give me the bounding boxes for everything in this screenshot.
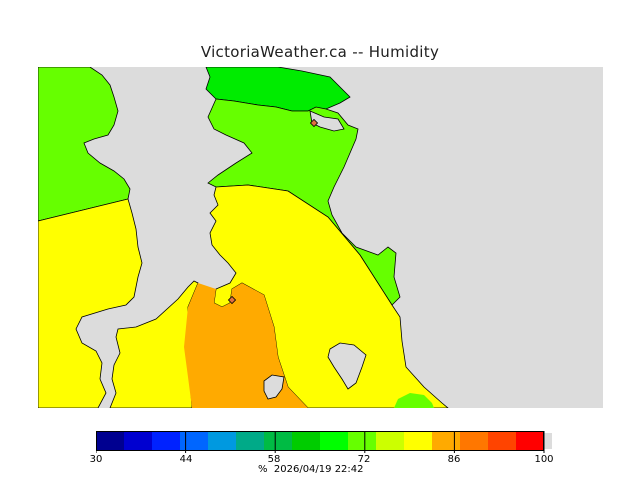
colorbar-cell	[208, 431, 236, 451]
colorbar-cell	[292, 431, 320, 451]
island-small	[263, 374, 285, 400]
colorbar-cell	[236, 431, 264, 451]
colorbar-cell	[488, 431, 516, 451]
tick-label-72: 72	[357, 454, 371, 465]
station-marker-south	[227, 295, 237, 305]
tick-label-30: 30	[89, 454, 103, 465]
land-west-yellow	[38, 198, 143, 408]
land-south-green-patch	[394, 393, 434, 408]
colorbar-cell	[516, 431, 544, 451]
humidity-colorbar	[96, 431, 552, 453]
colorbar-cell	[124, 431, 152, 451]
land-west-green	[38, 67, 131, 222]
unit-label: %	[258, 464, 268, 475]
colorbar-cell	[460, 431, 488, 451]
colorbar-cell	[376, 431, 404, 451]
map-title: VictoriaWeather.ca -- Humidity	[200, 43, 440, 61]
colorbar-cell	[264, 431, 292, 451]
colorbar-cell	[320, 431, 348, 451]
land-mid-lightgreen	[207, 98, 401, 306]
colorbar-cell	[348, 431, 376, 451]
tick-label-86: 86	[447, 454, 461, 465]
colorbar-end-cap	[544, 433, 552, 449]
humidity-map	[38, 67, 603, 408]
caption: % 2026/04/19 22:42	[258, 464, 364, 475]
island-lake	[327, 342, 367, 390]
tick-label-100: 100	[534, 454, 554, 465]
colorbar-cell	[432, 431, 460, 451]
tick-label-44: 44	[179, 454, 193, 465]
colorbar-cell	[404, 431, 432, 451]
tick-label-58: 58	[267, 454, 281, 465]
timestamp: 2026/04/19 22:42	[273, 464, 364, 475]
colorbar-cell	[96, 431, 124, 451]
colorbar-cell	[180, 431, 208, 451]
colorbar-cell	[152, 431, 180, 451]
station-marker-north	[309, 118, 319, 128]
